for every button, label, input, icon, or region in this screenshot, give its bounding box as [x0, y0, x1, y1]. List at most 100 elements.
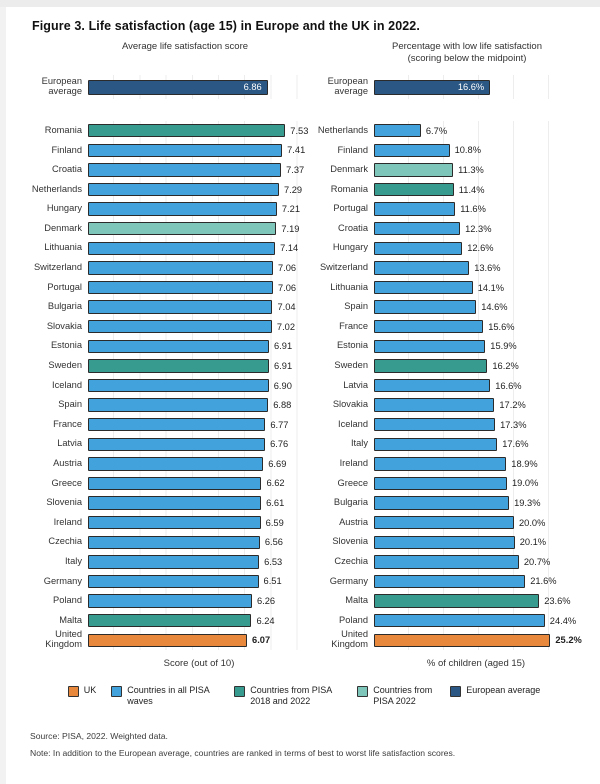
bar — [374, 300, 477, 314]
rows-gap — [316, 101, 578, 121]
country-label: Netherlands — [31, 183, 82, 194]
bar — [374, 163, 454, 177]
bar — [88, 359, 270, 373]
country-label: Malta — [345, 595, 368, 606]
country-label: Netherlands — [317, 124, 368, 135]
bar-track: 6.59 — [88, 512, 310, 533]
bar-track: 7.41 — [88, 140, 310, 161]
bar-track: 24.4% — [374, 610, 578, 631]
value-label: 7.41 — [287, 145, 306, 156]
left-chart-subtitle: Average life satisfaction score — [30, 39, 310, 75]
bar-track: 7.06 — [88, 258, 310, 278]
bar — [374, 574, 526, 589]
bar — [88, 163, 282, 177]
bar-track: 12.3% — [374, 218, 578, 239]
bar — [374, 320, 484, 334]
country-label: Switzerland — [319, 262, 368, 273]
country-label: Lithuania — [330, 281, 368, 292]
bar — [88, 515, 261, 530]
bar-track: 6.24 — [88, 610, 310, 631]
legend-item-pisa_2018_2022: Countries from PISA 2018 and 2022 — [234, 685, 342, 707]
figure-title: Figure 3. Life satisfaction (age 15) in … — [32, 19, 420, 33]
bar — [88, 594, 252, 608]
value-label: 18.9% — [511, 458, 538, 469]
bar — [88, 124, 286, 138]
bar-row: Italy 17.6% — [316, 434, 578, 455]
bar — [88, 222, 277, 236]
bar — [374, 418, 496, 432]
bar — [88, 280, 273, 295]
bar-track: 6.53 — [88, 552, 310, 572]
country-label: Hungary — [332, 242, 368, 253]
bar-row: Latvia 6.76 — [30, 434, 310, 455]
legend-swatch-icon — [67, 686, 79, 698]
bar-track: 23.6% — [374, 591, 578, 611]
country-label: Greece — [337, 477, 369, 488]
average-row: European average 6.86 — [30, 75, 310, 99]
bar-row: Spain 14.6% — [316, 297, 578, 317]
bar-row: Hungary 12.6% — [316, 238, 578, 259]
country-label: Sweden — [48, 360, 82, 371]
country-label: Spain — [58, 399, 82, 410]
bar-row: Spain 6.88 — [30, 395, 310, 415]
bar-track: 18.9% — [374, 454, 578, 474]
bar-row: Poland 6.26 — [30, 591, 310, 611]
country-label: Spain — [344, 301, 368, 312]
country-label: Ireland — [339, 458, 368, 469]
legend-item-all_waves: Countries in all PISA waves — [111, 685, 219, 707]
bar-track: 6.76 — [88, 434, 310, 455]
country-label: European average — [327, 76, 368, 96]
chart-average-score: Average life satisfaction score European… — [30, 39, 310, 669]
bar-track: 16.6% — [374, 375, 578, 396]
value-label: 7.06 — [277, 262, 297, 273]
country-label: Austria — [339, 516, 368, 527]
country-label: Austria — [53, 458, 82, 469]
bar-track: 11.3% — [374, 160, 578, 180]
bar — [374, 398, 495, 412]
ranking-note: Note: In addition to the European averag… — [30, 747, 456, 758]
legend-swatch-icon — [234, 686, 246, 698]
bar — [374, 124, 421, 138]
bar-row: France 15.6% — [316, 316, 578, 337]
bar-track: 25.2% — [374, 630, 582, 651]
legend-label: European average — [466, 685, 541, 696]
country-label: Finland — [51, 144, 83, 155]
bar-row: Switzerland 13.6% — [316, 258, 578, 278]
bar-row: Ireland 18.9% — [316, 454, 578, 474]
country-label: Portugal — [47, 281, 82, 292]
bar-row: Estonia 15.9% — [316, 336, 578, 357]
bar — [88, 261, 273, 275]
right-chart-subtitle-line1: Percentage with low life satisfaction — [392, 41, 542, 52]
bar-track: 19.0% — [374, 473, 578, 494]
bar — [374, 261, 470, 275]
country-label: Hungary — [46, 203, 82, 214]
bar-row: Malta 6.24 — [30, 610, 310, 631]
bar-track: 17.2% — [374, 395, 578, 415]
bar — [374, 535, 515, 549]
bar-row: Poland 24.4% — [316, 610, 578, 631]
value-label: 7.04 — [277, 302, 296, 313]
bar — [88, 320, 272, 334]
bar-track: 7.06 — [88, 277, 310, 298]
rows-gap — [30, 101, 310, 121]
value-label: 12.3% — [465, 223, 492, 234]
bar-row: Sweden 6.91 — [30, 356, 310, 376]
bar-row: Germany 21.6% — [316, 571, 578, 592]
country-label: Croatia — [338, 222, 368, 233]
bar-track: 6.69 — [88, 454, 310, 474]
bar-row: Austria 6.69 — [30, 454, 310, 474]
value-label: 6.53 — [264, 556, 283, 567]
bar — [374, 594, 540, 608]
bar-row: Slovenia 6.61 — [30, 493, 310, 513]
bar — [374, 613, 545, 628]
bar-row: Lithuania 14.1% — [316, 277, 578, 298]
value-label: 7.14 — [280, 243, 299, 254]
bar — [374, 241, 463, 256]
bar-row: Croatia 12.3% — [316, 218, 578, 239]
value-label: 16.2% — [492, 360, 519, 371]
value-label: 10.8% — [454, 145, 481, 156]
bar-track: 7.04 — [88, 297, 310, 317]
bar — [374, 476, 507, 491]
bar — [88, 476, 262, 491]
bar — [88, 418, 266, 432]
